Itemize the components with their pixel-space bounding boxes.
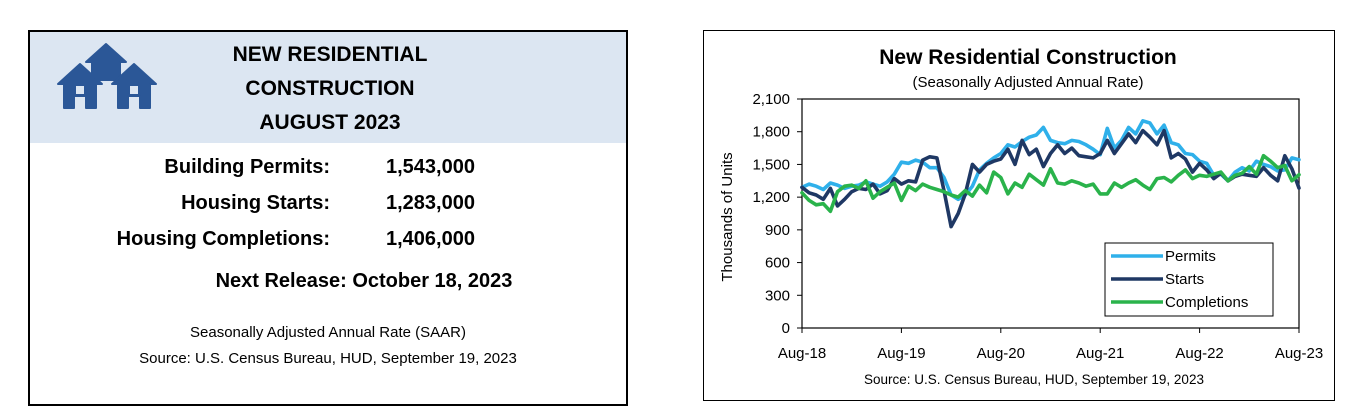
legend-label: Completions — [1165, 294, 1248, 311]
legend-label: Starts — [1165, 271, 1204, 288]
line-chart: New Residential Construction (Seasonally… — [719, 46, 1323, 387]
chart-title: New Residential Construction — [879, 46, 1177, 69]
stat-housing-starts: Housing Starts: 1,283,000 — [30, 192, 626, 226]
chart-source: Source: U.S. Census Bureau, HUD, Septemb… — [864, 372, 1204, 387]
series-line-completions — [800, 153, 1301, 214]
stat-housing-completions: Housing Completions: 1,406,000 — [30, 228, 626, 262]
series-line-starts — [800, 128, 1301, 229]
summary-panel: NEW RESIDENTIAL CONSTRUCTION AUGUST 2023… — [28, 30, 628, 406]
footnote-saar: Seasonally Adjusted Annual Rate (SAAR) — [190, 324, 466, 341]
summary-title-line-3: AUGUST 2023 — [259, 111, 401, 134]
stat-label: Housing Completions: — [116, 228, 330, 250]
summary-title-line-1: NEW RESIDENTIAL — [232, 43, 428, 66]
stat-label: Building Permits: — [164, 156, 330, 178]
y-tick-label: 0 — [782, 320, 790, 337]
x-axis: Aug-18 Aug-19 Aug-20 Aug-21 Aug-22 Aug-23 — [778, 328, 1323, 362]
x-tick-label: Aug-22 — [1175, 345, 1223, 362]
houses-icon — [57, 43, 157, 109]
stat-value: 1,543,000 — [386, 156, 475, 178]
stat-building-permits: Building Permits: 1,543,000 — [30, 156, 626, 190]
x-tick-label: Aug-21 — [1076, 345, 1124, 362]
y-tick-label: 1,800 — [752, 124, 790, 141]
x-tick-label: Aug-23 — [1275, 345, 1323, 362]
series-lines — [800, 119, 1301, 229]
stat-label: Housing Starts: — [181, 192, 330, 214]
x-tick-label: Aug-19 — [877, 345, 925, 362]
next-release: Next Release: October 18, 2023 — [215, 270, 513, 292]
stat-value: 1,406,000 — [386, 228, 475, 250]
chart-subtitle: (Seasonally Adjusted Annual Rate) — [913, 74, 1144, 91]
x-tick-label: Aug-18 — [778, 345, 826, 362]
legend: Permits Starts Completions — [1104, 242, 1274, 317]
y-axis-label: Thousands of Units — [719, 152, 736, 281]
y-tick-label: 1,500 — [752, 156, 790, 173]
summary-title: NEW RESIDENTIAL CONSTRUCTION AUGUST 2023 — [170, 38, 490, 140]
footnote-source: Source: U.S. Census Bureau, HUD, Septemb… — [139, 350, 517, 367]
y-tick-label: 300 — [765, 287, 790, 304]
y-tick-label: 900 — [765, 222, 790, 239]
legend-label: Permits — [1165, 248, 1216, 265]
x-tick-label: Aug-20 — [977, 345, 1025, 362]
y-tick-label: 600 — [765, 255, 790, 272]
stat-value: 1,283,000 — [386, 192, 475, 214]
summary-title-line-2: CONSTRUCTION — [245, 77, 415, 100]
y-tick-label: 1,200 — [752, 189, 790, 206]
y-axis: 0 300 600 900 1,200 1,500 1,800 2,100 — [752, 91, 802, 337]
y-tick-label: 2,100 — [752, 91, 790, 108]
chart-panel: New Residential Construction (Seasonally… — [703, 30, 1335, 401]
plot-area — [801, 98, 1300, 329]
